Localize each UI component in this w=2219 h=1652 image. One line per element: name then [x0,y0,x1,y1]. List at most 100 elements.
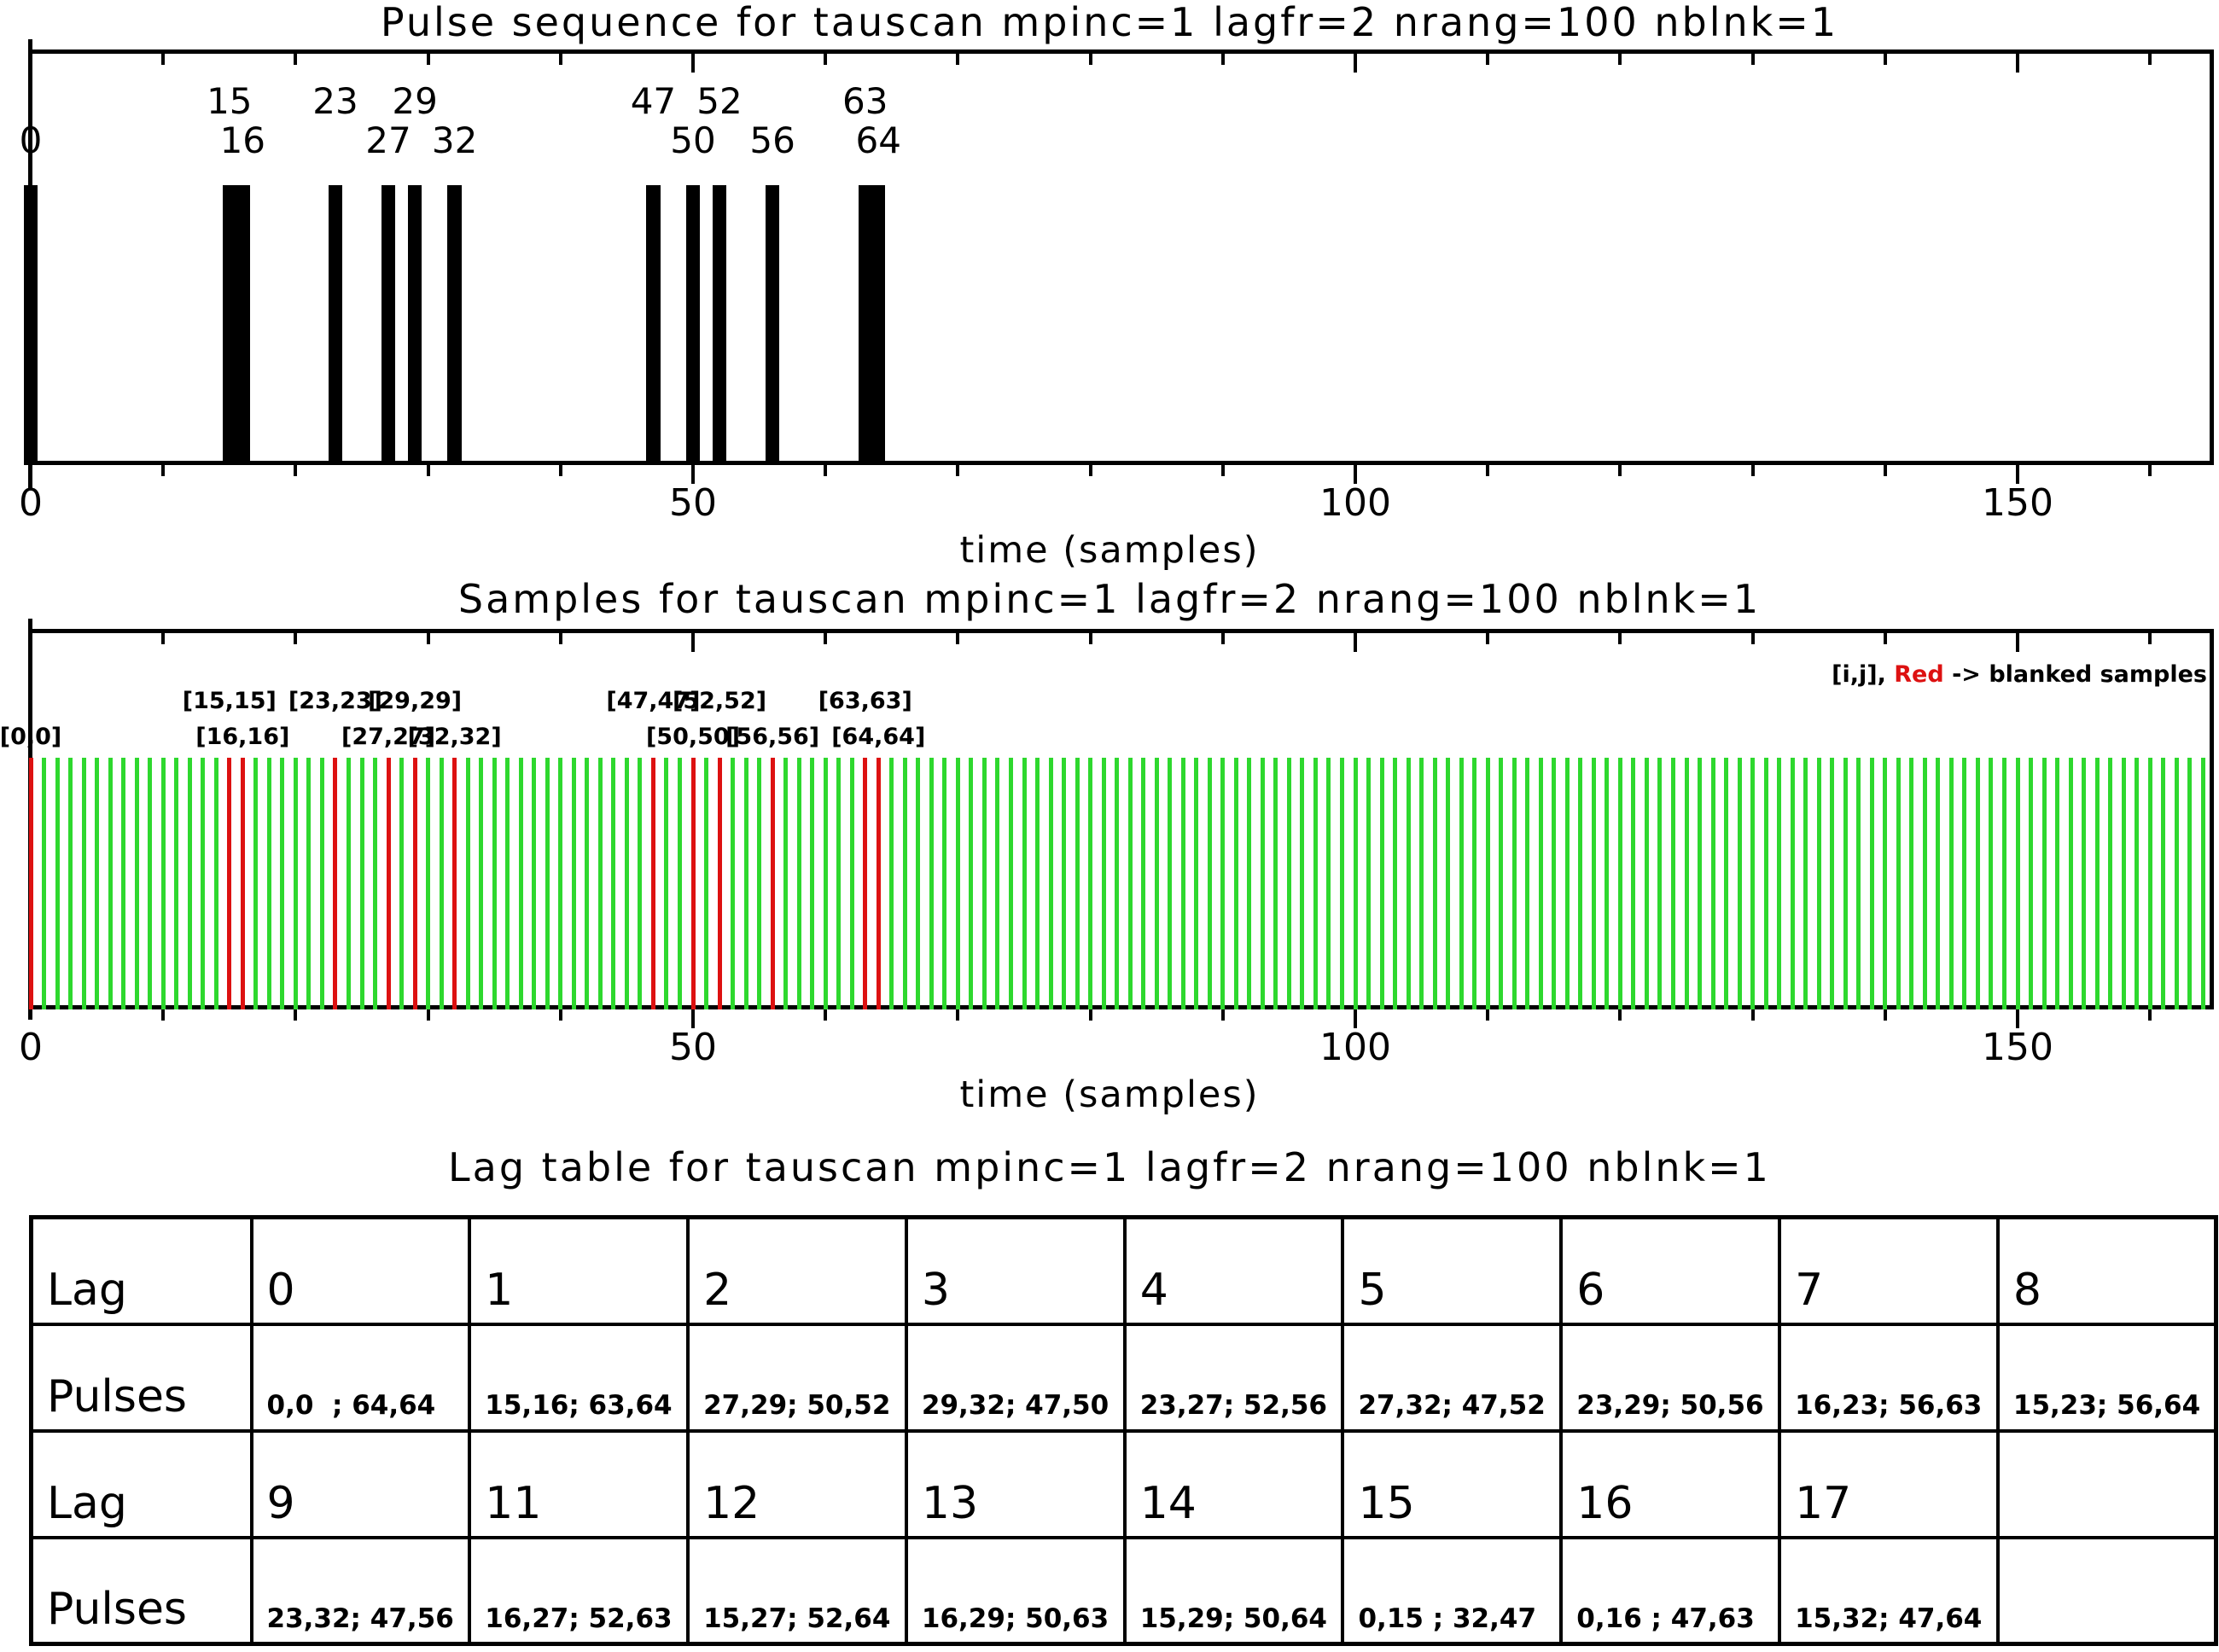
axis-tick [2148,465,2152,476]
x-tick-label: 150 [1982,481,2053,525]
sample-line [1101,758,1106,1009]
axis-tick [956,633,960,644]
row-label-cell: Pulses [29,1535,253,1646]
lag-value-cell [1995,1428,2218,1539]
sample-line [1035,758,1040,1009]
axis-tick [1220,54,1225,65]
blanked-sample-line [28,758,33,1009]
sample-line [704,758,709,1009]
sample-line [1168,758,1173,1009]
axis-tick [558,633,562,644]
sample-line [2187,758,2193,1009]
axis-tick [161,1009,166,1021]
pulse-bar [222,185,236,465]
sample-line [1698,758,1703,1009]
sample-line [743,758,748,1009]
axis-tick [558,465,562,476]
axis-tick [2148,1009,2152,1021]
sample-line [1366,758,1372,1009]
pulse-bar [646,185,661,465]
pulse-bar [871,185,886,465]
x-tick-label: 100 [1319,1026,1391,1069]
sample-line [1975,758,1980,1009]
sample-line [492,758,497,1009]
pulse-number-label: 0 [19,119,43,161]
axis-tick [161,54,166,65]
sample-line [426,758,431,1009]
pulse-bar [236,185,250,465]
pulse-number-label: 56 [749,119,795,161]
sample-line [731,758,736,1009]
pulses-value-cell: 15,29; 50,64 [1122,1535,1345,1646]
sample-line [1948,758,1954,1009]
x-tick-label: 50 [669,1026,717,1069]
sample-line [916,758,921,1009]
pulse-number-label: 29 [392,80,438,122]
axis-tick [691,54,695,73]
sample-line [1670,758,1675,1009]
sample-line [1816,758,1821,1009]
blanked-sample-line [452,758,457,1009]
sample-line [955,758,960,1009]
axis-tick [2016,465,2019,484]
lag-value-cell: 7 [1778,1215,2000,1326]
blanked-sample-line [770,758,775,1009]
sample-line [1207,758,1212,1009]
sample-line [399,758,405,1009]
sample-line [1273,758,1278,1009]
samples-x-axis-label: time (samples) [959,1073,1260,1116]
row-label-cell: Lag [29,1428,253,1539]
axis-tick [1618,1009,1622,1021]
pulses-value-cell: 16,23; 56,63 [1778,1322,2000,1433]
sample-line [1313,758,1318,1009]
axis-tick [558,54,562,65]
pulse-number-label: 15 [207,80,253,122]
axis-tick [426,54,430,65]
sample-annotation: [29,29] [368,688,463,714]
axis-tick [426,633,430,644]
sample-line [1485,758,1490,1009]
pulses-value-cell: 15,27; 52,64 [686,1535,908,1646]
axis-tick [956,54,960,65]
sample-line [1922,758,1927,1009]
row-label-cell: Lag [29,1215,253,1326]
lag-value-cell: 4 [1122,1215,1345,1326]
sample-line [783,758,789,1009]
sample-line [280,758,285,1009]
sample-line [677,758,682,1009]
sample-line [995,758,1000,1009]
sample-line [2055,758,2060,1009]
pulse-number-label: 16 [219,119,266,161]
sample-line [585,758,590,1009]
blanked-sample-line [690,758,696,1009]
sample-line [2015,758,2020,1009]
sample-line [479,758,484,1009]
axis-tick [824,1009,828,1021]
pulses-value-cell: 23,32; 47,56 [249,1535,472,1646]
sample-line [1286,758,1291,1009]
pulse-number-label: 47 [630,80,677,122]
sample-line [1180,758,1185,1009]
axis-tick [1088,1009,1092,1021]
axis-tick [1354,633,1357,652]
sample-line [121,758,126,1009]
sample-line [1617,758,1622,1009]
sample-line [108,758,113,1009]
axis-tick [1618,54,1622,65]
pulses-value-cell: 27,29; 50,52 [686,1322,908,1433]
axis-tick [1618,465,1622,476]
pulse-number-label: 50 [670,119,716,161]
sample-annotation: [52,52] [672,688,767,714]
sample-line [306,758,312,1009]
pulses-value-cell [1995,1535,2218,1646]
lag-value-cell: 0 [249,1215,472,1326]
lag-value-cell: 14 [1122,1428,1345,1539]
sample-line [902,758,907,1009]
sample-line [1737,758,1742,1009]
sample-line [1353,758,1358,1009]
sample-line [439,758,444,1009]
axis-tick [1486,1009,1490,1021]
sample-line [373,758,378,1009]
sample-line [597,758,603,1009]
pulse-number-label: 23 [312,80,358,122]
